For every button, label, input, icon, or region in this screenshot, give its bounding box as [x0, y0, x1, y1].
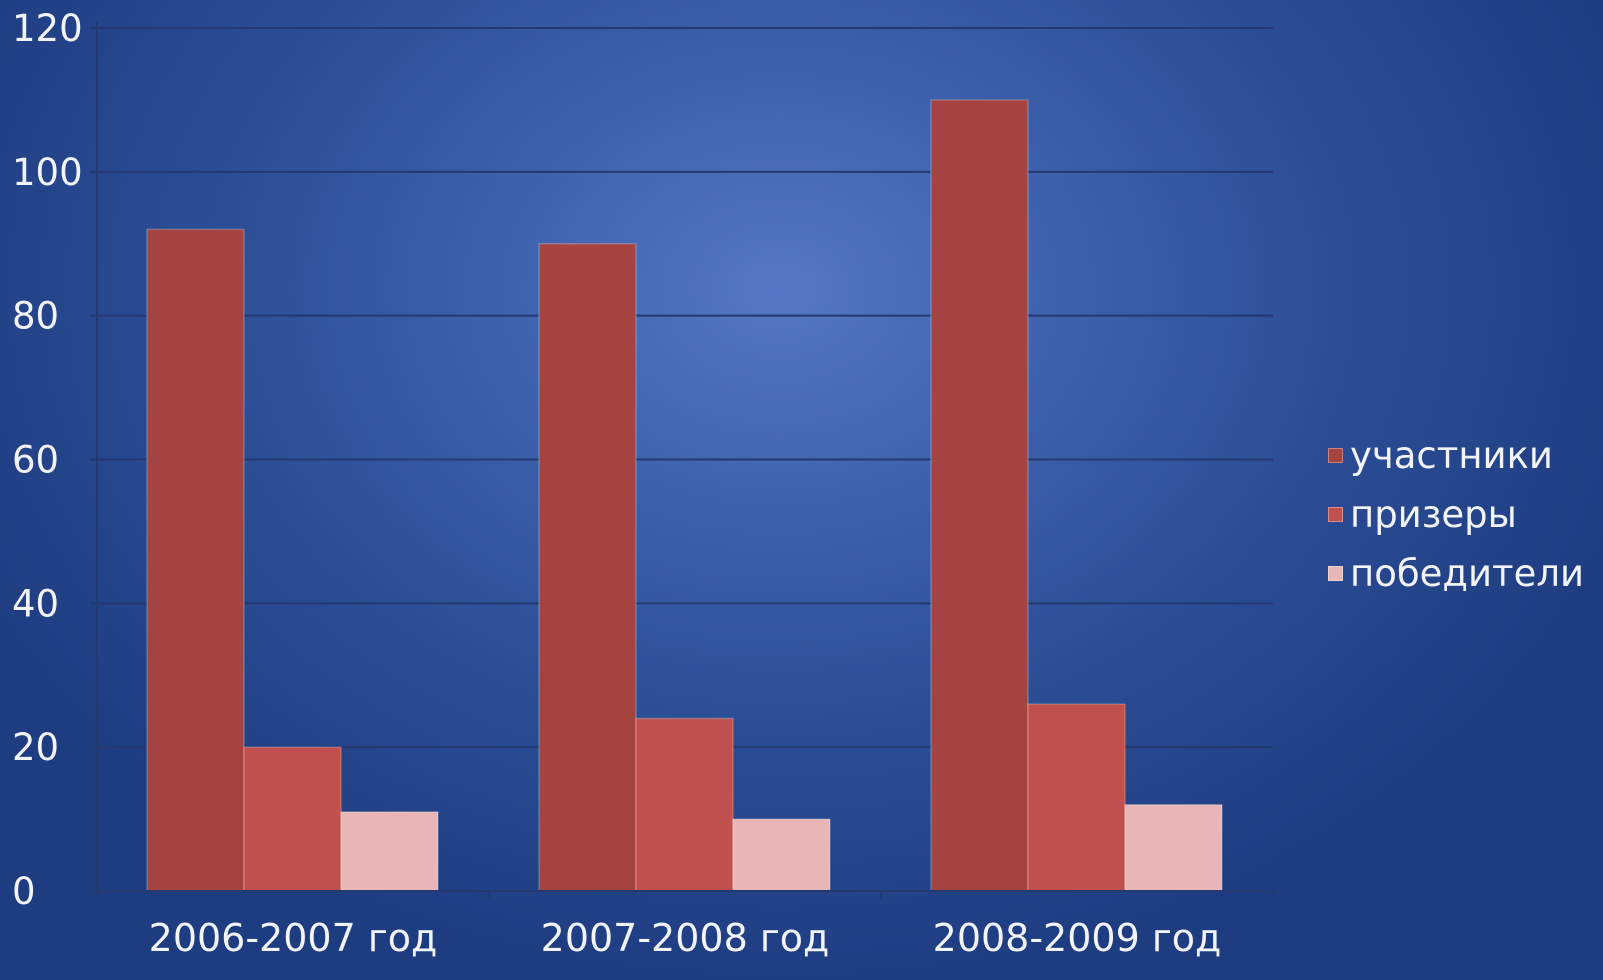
legend-label: призеры — [1350, 493, 1517, 536]
x-tick-label: 2006-2007 год — [149, 916, 438, 960]
x-tick-label: 2007-2008 год — [541, 916, 830, 960]
legend-item-pobediteli: победители — [1328, 544, 1598, 603]
legend-item-uchastniki: участники — [1328, 426, 1598, 485]
legend-swatch — [1328, 566, 1343, 581]
y-tick-label: 80 — [12, 295, 59, 338]
y-tick-label: 0 — [12, 870, 36, 913]
bar — [930, 99, 1029, 892]
bar — [340, 811, 439, 892]
legend-item-prizery: призеры — [1328, 485, 1598, 544]
legend-label: победители — [1350, 552, 1585, 595]
legend-swatch — [1328, 507, 1343, 522]
bar — [635, 717, 734, 892]
bar — [1124, 803, 1223, 892]
gridlines — [97, 27, 1273, 749]
axis-labels: 0 20 40 60 80 100 120 2006-2007 год 2007-2008 го… — [12, 7, 1221, 960]
legend-label: участники — [1350, 434, 1553, 477]
axes — [90, 22, 1274, 899]
bar — [1027, 703, 1126, 892]
legend-swatch — [1328, 448, 1343, 463]
bar — [538, 243, 637, 892]
y-tick-label: 100 — [12, 151, 83, 194]
y-tick-label: 60 — [12, 439, 59, 482]
legend: участники призеры победители — [1328, 426, 1598, 603]
y-tick-label: 40 — [12, 582, 59, 625]
bar — [146, 228, 245, 892]
y-tick-label: 120 — [12, 7, 83, 50]
y-tick-label: 20 — [12, 726, 59, 769]
bar — [732, 818, 831, 892]
x-tick-label: 2008-2009 год — [933, 916, 1222, 960]
bar — [243, 746, 342, 892]
bars — [146, 99, 1223, 892]
